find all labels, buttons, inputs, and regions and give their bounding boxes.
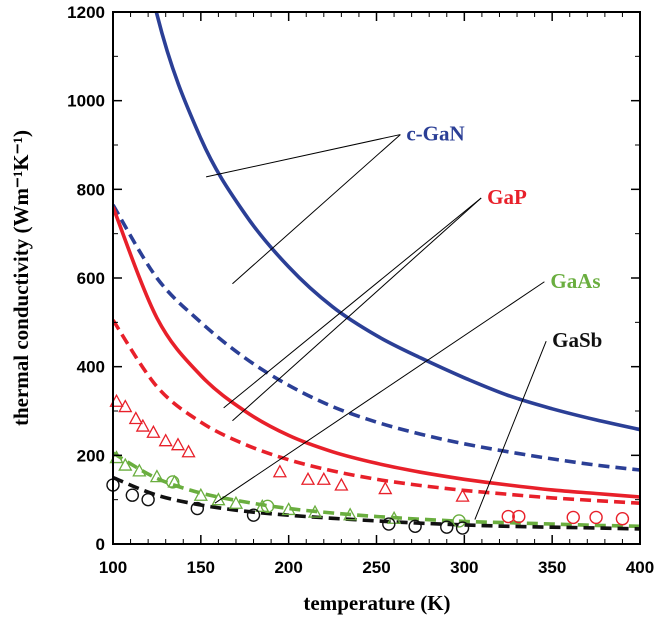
gap-measured-triangle-marker xyxy=(300,471,316,485)
gap-measured-triangle-marker xyxy=(455,488,470,502)
gap-measured-triangle-marker xyxy=(118,399,133,413)
gap-measured-extra-circle-marker xyxy=(512,509,526,524)
y-tick-label: 1200 xyxy=(67,3,105,22)
gap-measured-triangle-marker xyxy=(170,437,186,451)
gasb-leader-line xyxy=(474,340,547,520)
gaas-measured-triangle-marker xyxy=(281,502,296,516)
x-tick-label: 150 xyxy=(187,558,215,577)
gap-measured-triangle-marker xyxy=(128,411,143,425)
gap-dashed-curve xyxy=(113,319,640,505)
gaas-measured-triangle-marker xyxy=(149,469,165,483)
gap-measured-extra-circle-marker xyxy=(615,512,630,526)
gap-series-label: GaP xyxy=(487,185,527,209)
gasb-measured-circle-marker xyxy=(382,517,396,531)
gaas-measured-triangle-marker xyxy=(228,495,244,509)
gap-measured-triangle-marker xyxy=(316,471,331,485)
y-axis-title: thermal conductivity (Wm⁻¹K⁻¹) xyxy=(9,130,33,426)
gasb-dashed-curve xyxy=(113,475,640,531)
c-gan-leader-line xyxy=(232,134,401,285)
marker-layer xyxy=(106,393,630,535)
y-tick-label: 0 xyxy=(96,535,105,554)
gap-measured-triangle-marker xyxy=(378,481,393,495)
gaas-measured-triangle-marker xyxy=(307,504,323,518)
y-tick-label: 1000 xyxy=(67,92,105,111)
gap-leader-line xyxy=(223,197,482,409)
x-tick-label: 350 xyxy=(538,558,566,577)
gaas-dashed-curve xyxy=(113,451,640,529)
gasb-measured-circle-marker xyxy=(440,520,454,534)
gaas-measured-triangle-marker xyxy=(193,487,208,501)
y-tick-label: 400 xyxy=(77,358,105,377)
gasb-series-label: GaSb xyxy=(552,328,602,352)
gaas-measured-triangle-marker xyxy=(132,463,147,477)
gap-measured-triangle-marker xyxy=(135,418,150,432)
x-tick-label: 100 xyxy=(99,558,127,577)
x-tick-label: 300 xyxy=(450,558,478,577)
gap-measured-triangle-marker xyxy=(334,477,349,491)
gap-measured-extra-circle-marker xyxy=(589,510,603,525)
gasb-measured-circle-marker xyxy=(408,519,422,533)
c-gan-series-label: c-GaN xyxy=(406,122,464,146)
gasb-measured-circle-marker xyxy=(246,508,261,522)
gaas-measured-triangle-marker xyxy=(118,457,133,471)
gasb-measured-circle-marker xyxy=(455,521,470,535)
gaas-leader-line xyxy=(214,281,545,504)
y-tick-label: 200 xyxy=(77,446,105,465)
x-axis-title: temperature (K) xyxy=(303,591,450,615)
gap-measured-triangle-marker xyxy=(272,464,287,478)
gaas-series-label: GaAs xyxy=(550,269,600,293)
label-layer: c-GaN GaP GaAs GaSb xyxy=(406,122,602,353)
y-tick-label: 800 xyxy=(77,180,105,199)
gasb-measured-circle-marker xyxy=(190,501,205,516)
gaas-measured-extra-circle-marker xyxy=(260,499,275,514)
gaas-measured-triangle-marker xyxy=(343,507,358,521)
gaas-measured-extra-circle-marker xyxy=(452,514,466,528)
gap-measured-extra-circle-marker xyxy=(501,509,515,524)
gap-solid-curve xyxy=(113,206,640,499)
series-layer xyxy=(113,12,640,531)
leader-layer xyxy=(205,134,547,520)
gap-leader-line xyxy=(232,197,482,422)
x-tick-label: 250 xyxy=(362,558,390,577)
gap-measured-triangle-marker xyxy=(158,433,173,447)
x-tick-label: 200 xyxy=(274,558,302,577)
gaas-measured-triangle-marker xyxy=(167,474,182,488)
y-tick-label: 600 xyxy=(77,269,105,288)
gap-measured-triangle-marker xyxy=(181,444,196,458)
c-gan-leader-line xyxy=(205,134,401,178)
tick-layer: 100 150 200 250 300 350 400 0 200 400 600 800 1000 12… xyxy=(67,3,654,577)
gaas-measured-triangle-marker xyxy=(255,498,270,512)
gap-measured-triangle-marker xyxy=(146,424,161,438)
gap-measured-extra-circle-marker xyxy=(566,510,580,525)
gaas-measured-extra-circle-marker xyxy=(166,475,180,489)
c-gan-dashed-curve xyxy=(113,203,640,472)
gasb-measured-circle-marker xyxy=(125,488,140,502)
x-tick-label: 400 xyxy=(626,558,654,577)
gasb-measured-circle-marker xyxy=(141,492,155,507)
